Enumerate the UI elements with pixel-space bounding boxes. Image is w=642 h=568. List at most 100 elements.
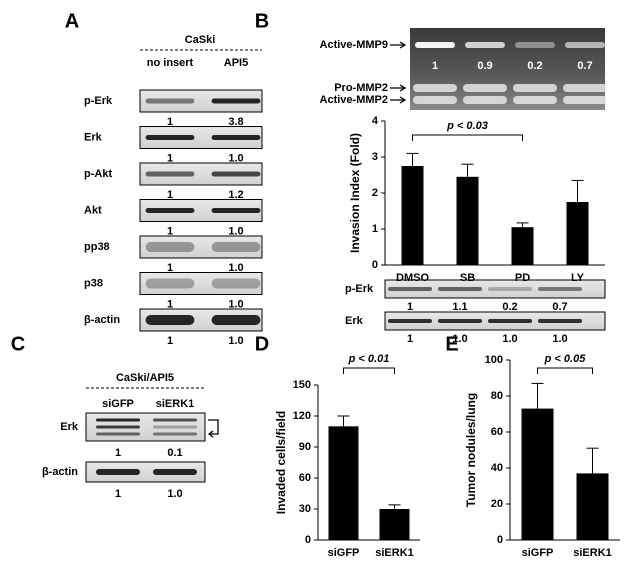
blot-strip bbox=[139, 126, 263, 149]
y-tick-label: 60 bbox=[491, 426, 503, 438]
blot-band bbox=[145, 208, 195, 213]
quant-label: 0.2 bbox=[502, 301, 517, 313]
significance-bracket bbox=[343, 367, 395, 374]
arrow bbox=[390, 96, 407, 104]
bar bbox=[576, 473, 609, 540]
blot-band bbox=[145, 98, 195, 104]
bar bbox=[401, 166, 424, 265]
gel-band bbox=[513, 84, 557, 92]
column-label: siERK1 bbox=[156, 398, 195, 410]
y-tick-label: 120 bbox=[293, 410, 311, 422]
blot-band bbox=[153, 469, 197, 475]
quant-label: 1 bbox=[407, 333, 413, 345]
row-label: Akt bbox=[84, 204, 102, 216]
panel-letter: D bbox=[255, 333, 269, 355]
blot-band bbox=[96, 425, 140, 429]
significance-bracket bbox=[537, 367, 593, 374]
quant-label: 1.1 bbox=[452, 301, 467, 313]
blot-strip bbox=[139, 199, 263, 222]
gel-band bbox=[415, 42, 455, 48]
y-tick-label: 0 bbox=[497, 534, 503, 546]
blot-band bbox=[96, 418, 140, 422]
quant-label: 1 bbox=[167, 298, 173, 310]
gel-value: 0.2 bbox=[527, 60, 542, 72]
quant-label: 1 bbox=[167, 335, 173, 347]
panel-letter: C bbox=[11, 333, 25, 355]
row-label: β-actin bbox=[84, 314, 120, 326]
x-tick-label: siGFP bbox=[522, 547, 554, 559]
quant-label: 1 bbox=[167, 152, 173, 164]
p-value: p < 0.01 bbox=[348, 353, 390, 365]
x-tick-label: siGFP bbox=[328, 547, 360, 559]
y-tick-label: 30 bbox=[299, 503, 311, 515]
row-label: p38 bbox=[84, 277, 103, 289]
y-tick-label: 2 bbox=[372, 187, 378, 199]
gel-band bbox=[465, 42, 505, 48]
blot-band bbox=[211, 315, 261, 325]
y-tick-label: 60 bbox=[299, 472, 311, 484]
significance-bracket bbox=[412, 134, 523, 141]
quant-label: 3.8 bbox=[228, 116, 243, 128]
blot-band bbox=[388, 319, 432, 323]
blot-band bbox=[388, 287, 432, 291]
bracket-arrow bbox=[207, 419, 219, 438]
y-tick-label: 80 bbox=[491, 390, 503, 402]
row-label: β-actin bbox=[42, 466, 78, 478]
blot-band bbox=[211, 208, 261, 213]
blot-strip bbox=[384, 279, 606, 299]
blot-band bbox=[538, 319, 582, 323]
quant-label: 1 bbox=[115, 447, 121, 459]
quant-label: 1.0 bbox=[452, 333, 467, 345]
gel-band bbox=[565, 42, 605, 48]
row-label: p-Erk bbox=[84, 95, 113, 107]
quant-label: 1.0 bbox=[502, 333, 517, 345]
blot-strip bbox=[139, 162, 263, 186]
blot-band bbox=[438, 287, 482, 291]
row-label: Erk bbox=[84, 131, 103, 143]
blot-band bbox=[145, 171, 195, 177]
blot-strip bbox=[139, 272, 263, 295]
blot-band bbox=[488, 319, 532, 323]
quant-label: 1.0 bbox=[167, 488, 182, 500]
blot-band bbox=[438, 319, 482, 323]
y-tick-label: 40 bbox=[491, 462, 503, 474]
bar bbox=[566, 202, 589, 265]
y-tick-label: 3 bbox=[372, 151, 378, 163]
blot-band bbox=[153, 425, 197, 429]
quant-label: 1.0 bbox=[228, 335, 243, 347]
blot-band bbox=[145, 278, 195, 289]
blot-band bbox=[211, 242, 261, 252]
quant-label: 1 bbox=[167, 116, 173, 128]
quant-label: 0.7 bbox=[552, 301, 567, 313]
blot-band bbox=[211, 98, 261, 104]
blot-band bbox=[211, 171, 261, 177]
panel-letter: B bbox=[255, 10, 269, 32]
quant-label: 1.0 bbox=[228, 298, 243, 310]
blot-band bbox=[211, 135, 261, 140]
gel-label: Pro-MMP2 bbox=[334, 82, 388, 94]
p-value: p < 0.03 bbox=[446, 120, 488, 132]
gel-band bbox=[563, 84, 607, 92]
gel-label: Active-MMP9 bbox=[320, 39, 388, 51]
gel-band bbox=[463, 96, 507, 104]
x-tick-label: PD bbox=[515, 272, 530, 284]
y-tick-label: 1 bbox=[372, 223, 378, 235]
bar bbox=[328, 426, 359, 540]
column-label: API5 bbox=[224, 57, 248, 69]
blot-strip bbox=[139, 89, 263, 113]
quant-label: 1.0 bbox=[228, 152, 243, 164]
quant-label: 1.0 bbox=[552, 333, 567, 345]
blot-strip bbox=[139, 308, 263, 332]
bar bbox=[511, 227, 534, 265]
y-axis-label: Tumor nodules/lung bbox=[464, 393, 478, 507]
row-label: Erk bbox=[60, 421, 79, 433]
x-tick-label: DMSO bbox=[396, 272, 429, 284]
gel-band bbox=[563, 96, 607, 104]
blot-band bbox=[211, 278, 261, 289]
x-tick-label: siERK1 bbox=[375, 547, 414, 559]
gel-band bbox=[413, 84, 457, 92]
blot-header: CaSki bbox=[185, 34, 216, 46]
y-tick-label: 90 bbox=[299, 441, 311, 453]
gel-value: 0.9 bbox=[477, 60, 492, 72]
gel-value: 0.7 bbox=[577, 60, 592, 72]
